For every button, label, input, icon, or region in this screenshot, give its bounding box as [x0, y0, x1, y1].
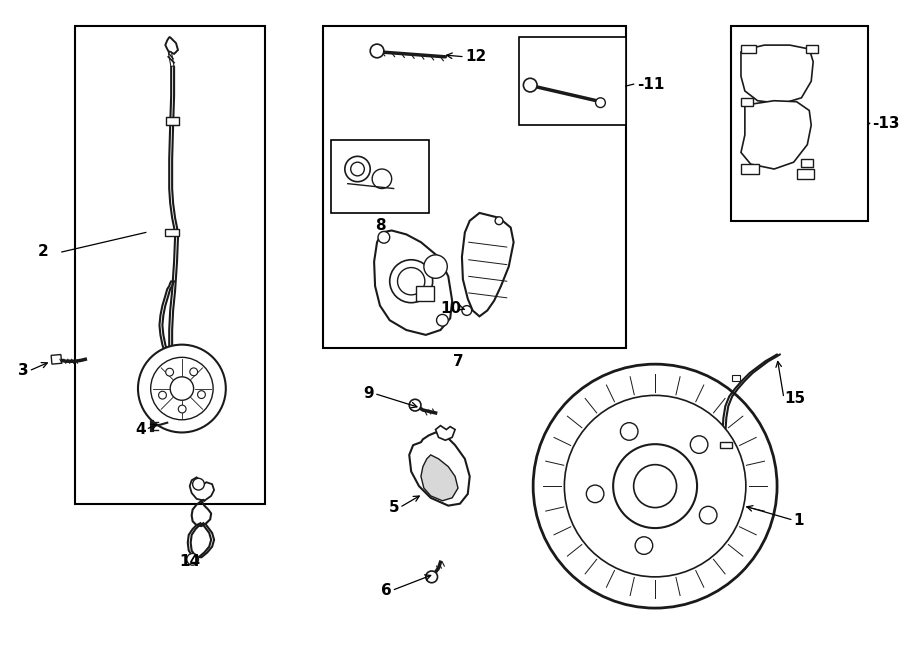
Polygon shape	[741, 100, 811, 169]
Bar	[323, 26, 626, 348]
Bar	[741, 45, 756, 53]
Circle shape	[564, 395, 746, 577]
Polygon shape	[410, 432, 470, 506]
Circle shape	[373, 169, 392, 188]
Bar	[741, 98, 752, 106]
Polygon shape	[421, 455, 458, 501]
Circle shape	[190, 368, 198, 375]
Circle shape	[170, 377, 194, 401]
Circle shape	[613, 444, 698, 528]
Text: 8: 8	[374, 218, 385, 233]
Bar	[518, 37, 626, 125]
Circle shape	[410, 399, 421, 411]
Circle shape	[426, 571, 437, 583]
Text: -13: -13	[872, 116, 899, 131]
Polygon shape	[462, 213, 514, 317]
Circle shape	[198, 391, 205, 399]
Text: 9: 9	[364, 386, 374, 401]
Bar	[721, 442, 733, 448]
Circle shape	[158, 391, 166, 399]
Text: 6: 6	[381, 583, 392, 598]
Text: -11: -11	[637, 77, 665, 92]
Bar	[166, 229, 179, 237]
Circle shape	[586, 485, 604, 502]
Circle shape	[398, 268, 425, 295]
Circle shape	[166, 368, 174, 376]
Bar	[741, 164, 759, 174]
Bar	[806, 45, 818, 53]
Circle shape	[635, 537, 652, 555]
Bar	[166, 117, 179, 125]
Text: 3: 3	[18, 364, 29, 379]
Circle shape	[150, 358, 213, 420]
Circle shape	[533, 364, 777, 608]
Text: 1: 1	[794, 513, 805, 527]
Circle shape	[187, 553, 199, 565]
Circle shape	[436, 315, 448, 326]
Circle shape	[620, 422, 638, 440]
Circle shape	[699, 506, 717, 524]
Text: 10: 10	[441, 301, 462, 316]
Bar	[51, 354, 61, 364]
Bar	[75, 26, 265, 504]
Text: 14: 14	[179, 555, 201, 569]
Text: 2: 2	[38, 245, 49, 260]
Bar	[331, 139, 428, 213]
Circle shape	[138, 344, 226, 432]
Text: 5: 5	[389, 500, 400, 515]
Bar	[733, 375, 740, 381]
Circle shape	[345, 157, 370, 182]
Polygon shape	[741, 45, 814, 104]
Circle shape	[390, 260, 433, 303]
Circle shape	[596, 98, 606, 108]
Circle shape	[378, 231, 390, 243]
Polygon shape	[374, 231, 452, 335]
Polygon shape	[190, 477, 214, 501]
Text: 15: 15	[784, 391, 805, 406]
Circle shape	[634, 465, 677, 508]
Circle shape	[193, 479, 204, 490]
Circle shape	[462, 305, 472, 315]
Bar	[416, 286, 434, 301]
Circle shape	[690, 436, 708, 453]
Text: 7: 7	[453, 354, 464, 369]
Bar	[731, 26, 868, 221]
Circle shape	[524, 78, 537, 92]
Circle shape	[495, 217, 503, 225]
Text: 12: 12	[464, 50, 486, 64]
Bar	[802, 159, 814, 167]
Circle shape	[178, 405, 186, 413]
Bar	[796, 169, 814, 178]
Text: 4: 4	[135, 422, 146, 437]
Circle shape	[424, 255, 447, 278]
Polygon shape	[436, 426, 455, 440]
Circle shape	[351, 162, 364, 176]
Circle shape	[370, 44, 384, 58]
